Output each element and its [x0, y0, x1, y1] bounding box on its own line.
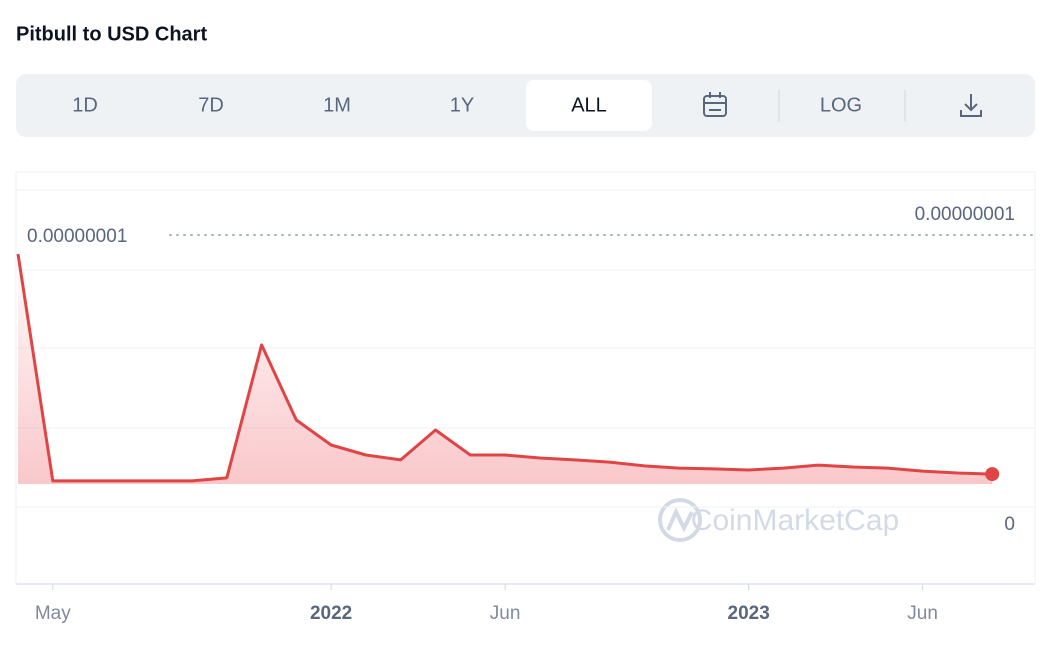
- watermark-logo: [658, 498, 702, 542]
- tab[interactable]: 1Y: [450, 94, 474, 116]
- max-label: 0.00000001: [27, 226, 127, 247]
- max-label-bg: [20, 222, 160, 248]
- tab-bar: [16, 74, 1035, 137]
- last-price-dot: [985, 467, 1000, 482]
- x-tick-label: Jun: [907, 603, 938, 624]
- tab[interactable]: 1D: [72, 94, 98, 116]
- download-icon[interactable]: [960, 94, 982, 117]
- area-fill: [18, 254, 993, 484]
- tab[interactable]: ALL: [571, 94, 607, 116]
- calendar-icon[interactable]: [703, 92, 727, 117]
- title: Pitbull to USD Chart: [16, 23, 207, 45]
- x-tick-label: 2023: [728, 603, 770, 624]
- price-line: [16, 253, 993, 483]
- watermark: CoinMarketCap: [691, 504, 899, 537]
- y-tick-label: 0: [1004, 514, 1015, 535]
- x-tick-label: Jun: [490, 603, 521, 624]
- x-tick-label: May: [35, 603, 71, 624]
- grid-decor: [15, 171, 1036, 585]
- active-tab-bg: [526, 80, 652, 131]
- log-toggle[interactable]: LOG: [820, 94, 862, 116]
- x-tick-label: 2022: [310, 603, 352, 624]
- tab[interactable]: 1M: [323, 94, 351, 116]
- tab[interactable]: 7D: [198, 94, 224, 116]
- y-tick-label: 0.00000001: [915, 204, 1015, 225]
